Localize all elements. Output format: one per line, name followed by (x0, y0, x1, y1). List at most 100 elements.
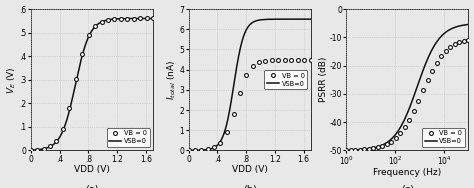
VB = 0 (380, 145, 385, 147)
Text: (c): (c) (401, 185, 414, 188)
VB = 0 (375, 146, 381, 149)
VB = 0 (86, 34, 91, 36)
VB = 0 (447, 46, 453, 48)
VB = 0 (34, 149, 40, 151)
VB = 0 (366, 148, 372, 150)
VB = 0 (361, 148, 367, 151)
VSB=0 (150, 17, 156, 20)
VB = 0 (357, 149, 363, 151)
VB = 0 (371, 147, 376, 149)
VSB=0 (131, 17, 137, 20)
Line: VSB=0: VSB=0 (189, 19, 311, 150)
VB = 0 (105, 19, 110, 21)
VB = 0 (118, 17, 124, 20)
VSB=0 (139, 17, 145, 20)
VB = 0 (352, 149, 358, 151)
VB = 0 (41, 148, 46, 150)
VSB=0 (258, 19, 264, 21)
Y-axis label: $I_{total}$ (nA): $I_{total}$ (nA) (165, 60, 178, 100)
VB = 0 (92, 25, 98, 27)
VB = 0 (66, 107, 72, 109)
Line: VSB=0: VSB=0 (346, 24, 468, 150)
VB = 0 (388, 140, 394, 143)
VSB=0 (343, 149, 349, 151)
VB = 0 (411, 110, 417, 112)
VB = 0 (256, 61, 262, 63)
VB = 0 (198, 149, 204, 151)
VSB=0 (425, 57, 431, 60)
VB = 0 (54, 140, 59, 142)
VSB=0 (415, 83, 421, 85)
VB = 0 (28, 149, 34, 151)
Line: VB = 0: VB = 0 (344, 38, 470, 152)
VB = 0 (269, 59, 275, 61)
VB = 0 (402, 126, 408, 128)
X-axis label: VDD (V): VDD (V) (74, 165, 110, 174)
VSB=0 (297, 18, 302, 20)
VB = 0 (186, 149, 191, 152)
VSB=0 (436, 39, 441, 41)
VB = 0 (231, 112, 237, 115)
Legend: VB = 0, VSB=0: VB = 0, VSB=0 (264, 70, 308, 89)
VB = 0 (452, 43, 457, 45)
VB = 0 (211, 146, 217, 149)
Line: VB = 0: VB = 0 (29, 17, 155, 152)
VB = 0 (398, 132, 403, 134)
VB = 0 (131, 17, 137, 20)
VB = 0 (276, 58, 282, 61)
VSB=0 (465, 23, 471, 26)
VB = 0 (456, 41, 462, 43)
VB = 0 (348, 149, 354, 151)
Text: (a): (a) (85, 185, 99, 188)
VSB=0 (308, 18, 314, 20)
VB = 0 (218, 142, 223, 144)
VB = 0 (263, 59, 268, 62)
VB = 0 (308, 58, 314, 61)
VB = 0 (393, 137, 399, 139)
VSB=0 (100, 20, 106, 22)
Legend: VB = 0, VSB=0: VB = 0, VSB=0 (422, 128, 465, 147)
VB = 0 (250, 65, 255, 67)
VB = 0 (144, 17, 149, 20)
VB = 0 (416, 100, 421, 102)
VB = 0 (288, 58, 294, 61)
VB = 0 (429, 70, 435, 72)
X-axis label: Frequency (Hz): Frequency (Hz) (373, 168, 441, 177)
VSB=0 (28, 149, 34, 151)
VSB=0 (101, 20, 107, 22)
VB = 0 (438, 55, 444, 57)
VB = 0 (407, 118, 412, 121)
VB = 0 (237, 92, 243, 94)
VB = 0 (111, 18, 117, 20)
VSB=0 (186, 149, 192, 152)
VB = 0 (47, 145, 53, 147)
VB = 0 (150, 17, 156, 20)
VB = 0 (205, 148, 210, 150)
VB = 0 (443, 50, 448, 52)
VSB=0 (289, 18, 294, 20)
Line: VSB=0: VSB=0 (31, 18, 153, 150)
VB = 0 (420, 89, 426, 91)
VB = 0 (301, 58, 307, 61)
Text: (b): (b) (243, 185, 256, 188)
VSB=0 (28, 149, 34, 151)
VB = 0 (224, 131, 230, 133)
VSB=0 (103, 19, 109, 22)
Legend: VB = 0, VSB=0: VB = 0, VSB=0 (107, 128, 150, 147)
VSB=0 (365, 148, 371, 150)
VB = 0 (384, 143, 390, 145)
Y-axis label: $V_E$ (V): $V_E$ (V) (6, 66, 18, 94)
Y-axis label: PSRR (dB): PSRR (dB) (319, 57, 328, 102)
VB = 0 (434, 62, 439, 64)
VB = 0 (60, 128, 65, 130)
VB = 0 (125, 17, 130, 20)
Line: VB = 0: VB = 0 (187, 58, 313, 152)
VSB=0 (261, 18, 266, 21)
VB = 0 (243, 74, 249, 77)
VSB=0 (375, 146, 381, 148)
VB = 0 (79, 53, 85, 55)
VB = 0 (282, 58, 288, 61)
VSB=0 (186, 149, 191, 152)
VB = 0 (465, 39, 471, 41)
VB = 0 (192, 149, 198, 151)
